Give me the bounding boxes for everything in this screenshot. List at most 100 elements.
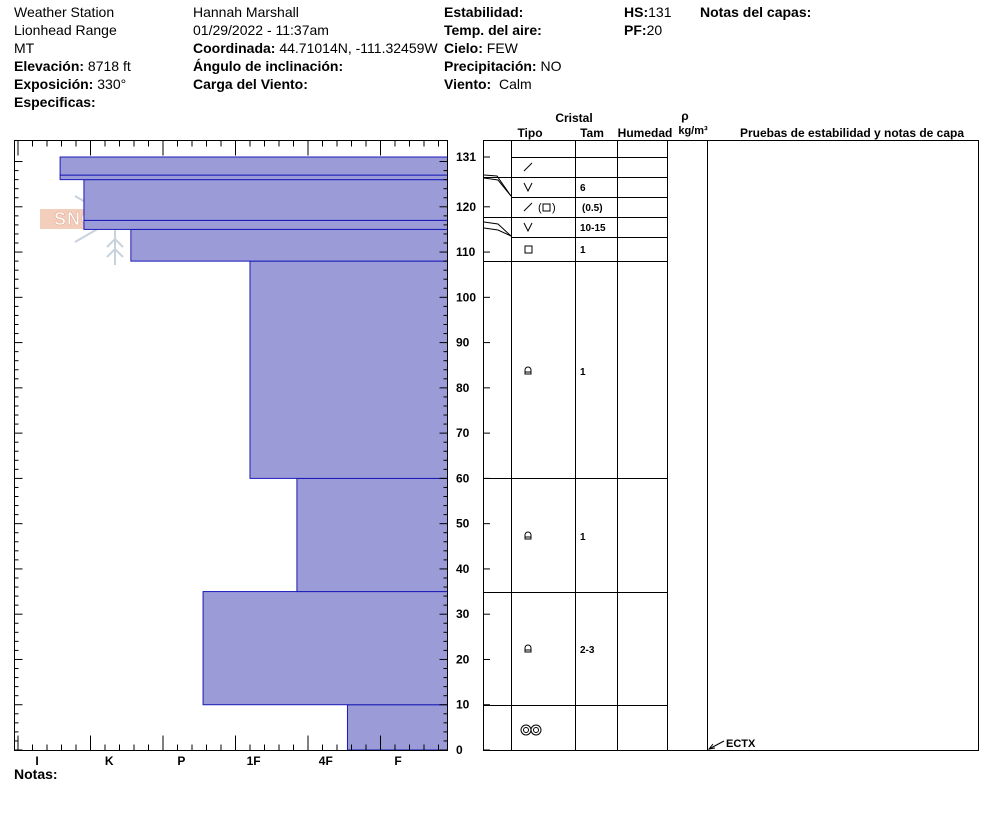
density-symbol: ρ — [681, 109, 688, 123]
depth-hoar-stroke — [523, 222, 533, 233]
hardness-bar-3 — [249, 260, 448, 479]
crystal-size-4: 1 — [580, 245, 586, 256]
hardness-bar-2 — [296, 477, 449, 593]
observer-name: Hannah Marshall — [193, 4, 299, 20]
density-unit: kg/m³ — [678, 125, 708, 137]
height-label-80: 80 — [456, 381, 470, 395]
hardness-bar-6 — [83, 179, 449, 221]
crystal-size-3: 10-15 — [580, 223, 606, 234]
crystal-size-6: 1 — [580, 532, 586, 543]
hardness-label-f: F — [394, 754, 401, 768]
layer-notes-label: Notas del capas: — [700, 4, 812, 20]
rounded-facets-symbol-5 — [524, 366, 532, 375]
test-result: ECTX — [707, 738, 756, 750]
coordinates: Coordinada: 44.71014N, -111.32459W — [193, 40, 438, 56]
test-result-label: ECTX — [726, 738, 756, 750]
height-label-100: 100 — [456, 290, 476, 304]
precipitation-label: Precipitación: — [444, 58, 537, 74]
elevation-value: 8718 ft — [87, 58, 131, 74]
height-label-60: 60 — [456, 471, 470, 485]
height-label-70: 70 — [456, 426, 470, 440]
test-result-arrow — [708, 740, 725, 750]
air-temp-label: Temp. del aire: — [444, 22, 542, 38]
hardness-bar-5 — [83, 219, 449, 230]
facet-square — [524, 245, 533, 254]
hardness-label-p: P — [177, 754, 185, 768]
hardness-label-k: K — [105, 754, 114, 768]
crystal-size-5: 1 — [580, 367, 586, 378]
melt-circle-inner-right — [533, 727, 539, 733]
crystal-size-2: (0.5) — [582, 203, 603, 214]
connector-115b — [483, 227, 512, 237]
faceted-symbol-4 — [524, 245, 533, 254]
precipitation-value: NO — [540, 58, 562, 74]
fragments-symbol-0 — [523, 162, 533, 172]
type-header: Tipo — [517, 126, 542, 140]
observation-datetime: 01/29/2022 - 11:37am — [193, 22, 329, 38]
specifics-label: Especificas: — [14, 94, 96, 110]
coordinates-label: Coordinada: — [193, 40, 276, 56]
depth-hoar-stroke — [523, 182, 533, 193]
foot-penetration: PF:20 — [624, 22, 662, 38]
elevation-label: Elevación: — [14, 58, 85, 74]
facet-square — [542, 203, 551, 212]
wind-value: Calm — [498, 76, 532, 92]
wind: Viento: Calm — [444, 76, 532, 92]
location-name: Weather Station — [14, 4, 115, 20]
crystal-size-7: 2-3 — [580, 645, 595, 656]
notes-label: Notas: — [14, 766, 58, 782]
aspect-value: 330° — [97, 76, 127, 92]
height-label-0: 0 — [456, 743, 463, 757]
crystal-header: Cristal — [555, 111, 592, 125]
hardness-bar-4 — [130, 228, 449, 262]
melt-circle-inner-left — [523, 727, 529, 733]
sky: Cielo: FEW — [444, 40, 518, 56]
precipitation: Precipitación: NO — [444, 58, 561, 74]
wind-label: Viento: — [444, 76, 492, 92]
depth-hoar-symbol-3 — [523, 222, 533, 233]
rounded-facet-shape — [524, 366, 532, 375]
hardness-bar-8 — [59, 156, 448, 176]
sky-label: Cielo: — [444, 40, 483, 56]
hardness-label-i: I — [35, 754, 38, 768]
hardness-label-1f: 1F — [247, 754, 261, 768]
height-label-90: 90 — [456, 336, 470, 350]
melt-circle-outer-right — [530, 724, 542, 736]
melt-circle-outer-left — [520, 724, 532, 736]
stability-label: Estabilidad: — [444, 4, 524, 20]
range-name: Lionhead Range — [14, 22, 117, 38]
crystal-table-frame — [483, 140, 979, 751]
crystal-table: () 6 (0.5) 10-15 1 1 1 2-3 — [483, 140, 979, 751]
aspect-label: Exposición: — [14, 76, 94, 92]
height-label-40: 40 — [456, 562, 470, 576]
test-result-arrowhead — [707, 743, 716, 750]
height-label-50: 50 — [456, 517, 470, 531]
rounded-facets-symbol-6 — [524, 531, 532, 540]
connector-126 — [483, 174, 512, 197]
sky-value: FEW — [486, 40, 518, 56]
fragment-stroke — [523, 162, 533, 172]
snow-height-label: HS: — [624, 4, 649, 20]
paren-close: ) — [552, 202, 556, 214]
connector-126b — [483, 177, 512, 197]
snow-height-value: 131 — [648, 4, 672, 20]
snow-height: HS:131 — [624, 4, 671, 20]
height-label-120: 120 — [456, 200, 476, 214]
height-label-110: 110 — [456, 245, 476, 259]
slope-angle-label: Ángulo de inclinación: — [193, 58, 344, 74]
rounded-facets-symbol-7 — [524, 644, 532, 653]
aspect: Exposición: 330° — [14, 76, 126, 92]
fragment-stroke — [523, 202, 533, 212]
connector-115 — [483, 221, 512, 237]
hardness-bar-7 — [59, 174, 448, 181]
hardness-bar-0 — [346, 704, 448, 751]
elevation: Elevación: 8718 ft — [14, 58, 131, 74]
wind-load-label: Carga del Viento: — [193, 76, 308, 92]
foot-penetration-value: 20 — [646, 22, 663, 38]
coordinates-value: 44.71014N, -111.32459W — [279, 40, 438, 56]
rounded-facet-shape — [524, 644, 532, 653]
height-label-10: 10 — [456, 698, 470, 712]
melt-forms-symbol-8 — [520, 724, 542, 736]
paren-open: ( — [538, 202, 542, 214]
